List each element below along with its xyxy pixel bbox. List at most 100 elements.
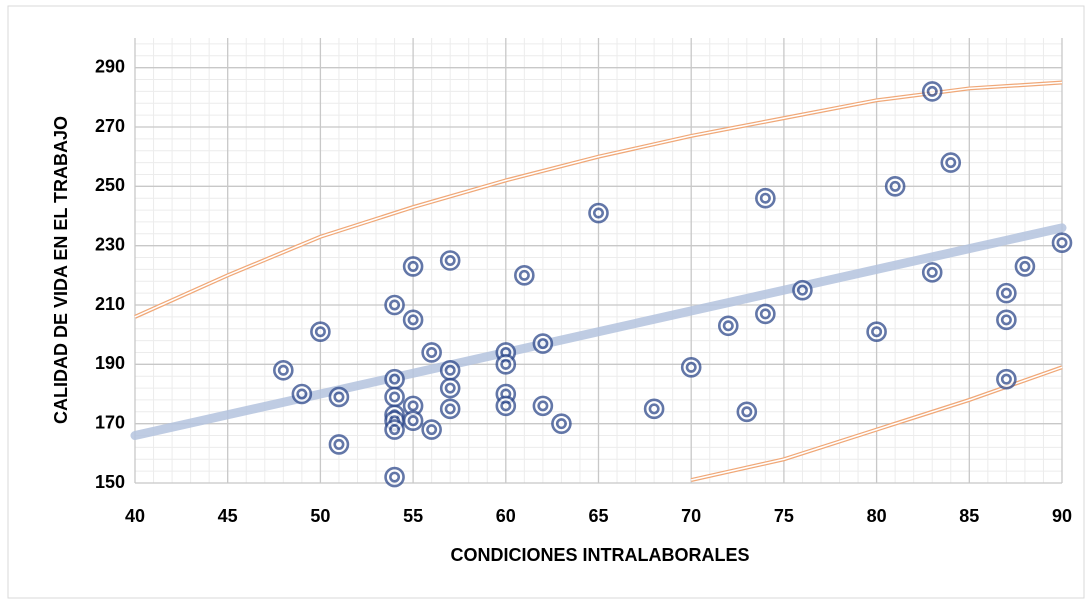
point-ring bbox=[328, 386, 350, 408]
point bbox=[996, 368, 1017, 390]
point-ring bbox=[384, 294, 405, 316]
x-tick-label: 75 bbox=[774, 506, 794, 526]
point-ring bbox=[755, 303, 776, 325]
y-tick-label: 250 bbox=[95, 175, 125, 195]
x-tick-label: 65 bbox=[588, 506, 608, 526]
x-tick-label: 40 bbox=[125, 506, 145, 526]
point bbox=[402, 410, 424, 432]
point-ring bbox=[792, 279, 813, 301]
y-tick-label: 190 bbox=[95, 353, 125, 373]
point bbox=[439, 250, 461, 271]
point-core bbox=[333, 391, 345, 403]
point-core bbox=[444, 382, 456, 394]
point bbox=[921, 262, 943, 283]
point-core bbox=[1000, 314, 1012, 326]
point-ring bbox=[384, 368, 405, 390]
point bbox=[588, 202, 609, 224]
point bbox=[996, 309, 1017, 331]
point-core bbox=[407, 260, 419, 272]
point-core bbox=[407, 400, 419, 412]
point-core bbox=[648, 403, 660, 415]
point-core bbox=[871, 326, 883, 338]
point-ring bbox=[532, 333, 554, 354]
point-core bbox=[389, 424, 401, 436]
point bbox=[680, 356, 702, 378]
point-ring bbox=[402, 410, 424, 432]
point-core bbox=[389, 471, 401, 483]
point-core bbox=[759, 308, 771, 320]
point-ring bbox=[514, 265, 535, 286]
point-ring bbox=[588, 202, 609, 224]
point-core bbox=[945, 157, 957, 169]
point bbox=[996, 282, 1017, 304]
point-core bbox=[759, 192, 771, 204]
x-tick-label: 90 bbox=[1052, 506, 1072, 526]
point bbox=[1014, 256, 1036, 277]
confidence-band-inner bbox=[691, 366, 1063, 481]
point bbox=[755, 187, 776, 209]
point-core bbox=[537, 338, 549, 350]
point-core bbox=[1019, 260, 1031, 272]
point-core bbox=[389, 391, 401, 403]
point bbox=[384, 294, 405, 316]
point-ring bbox=[384, 419, 405, 440]
confidence-band-inner bbox=[134, 81, 1063, 318]
point bbox=[328, 386, 350, 408]
x-tick-label: 85 bbox=[959, 506, 979, 526]
point bbox=[384, 419, 405, 440]
x-tick-label: 70 bbox=[681, 506, 701, 526]
y-tick-label: 230 bbox=[95, 234, 125, 254]
point-ring bbox=[884, 176, 906, 197]
point-ring bbox=[680, 356, 702, 378]
point-core bbox=[741, 406, 753, 418]
point-ring bbox=[643, 398, 665, 420]
point-ring bbox=[755, 187, 776, 209]
point-core bbox=[1000, 287, 1012, 299]
point-core bbox=[685, 361, 697, 373]
point bbox=[532, 395, 554, 417]
point-core bbox=[426, 346, 438, 358]
point-ring bbox=[273, 359, 294, 381]
point bbox=[421, 419, 442, 440]
point-ring bbox=[921, 81, 943, 102]
y-tick-label: 290 bbox=[95, 56, 125, 76]
point-ring bbox=[328, 434, 350, 455]
point-ring bbox=[495, 395, 517, 417]
point bbox=[495, 354, 517, 375]
point bbox=[310, 321, 331, 343]
point bbox=[755, 303, 776, 325]
chart-frame bbox=[7, 5, 1085, 599]
point bbox=[291, 383, 313, 405]
point bbox=[643, 398, 665, 420]
point-ring bbox=[866, 321, 887, 343]
point-core bbox=[444, 364, 456, 376]
y-tick-label: 150 bbox=[95, 472, 125, 492]
point-ring bbox=[495, 354, 517, 375]
point-ring bbox=[291, 383, 313, 405]
point-core bbox=[444, 254, 456, 266]
point bbox=[921, 81, 943, 102]
point-core bbox=[407, 314, 419, 326]
point bbox=[402, 256, 424, 277]
point-ring bbox=[736, 401, 758, 423]
point-core bbox=[555, 418, 567, 430]
point-core bbox=[592, 207, 604, 219]
point-ring bbox=[421, 342, 442, 363]
x-tick-label: 80 bbox=[867, 506, 887, 526]
point-ring bbox=[310, 321, 331, 343]
x-axis-label: CONDICIONES INTRALABORALES bbox=[450, 545, 749, 565]
point-core bbox=[407, 415, 419, 427]
point bbox=[884, 176, 906, 197]
y-tick-label: 210 bbox=[95, 294, 125, 314]
point-core bbox=[426, 424, 438, 436]
point-core bbox=[444, 403, 456, 415]
point-core bbox=[926, 266, 938, 278]
point-core bbox=[500, 400, 512, 412]
x-tick-label: 45 bbox=[218, 506, 238, 526]
point bbox=[273, 359, 294, 381]
point bbox=[421, 342, 442, 363]
point-core bbox=[296, 388, 308, 400]
point-ring bbox=[402, 256, 424, 277]
point bbox=[384, 466, 405, 488]
point-ring bbox=[551, 413, 572, 434]
